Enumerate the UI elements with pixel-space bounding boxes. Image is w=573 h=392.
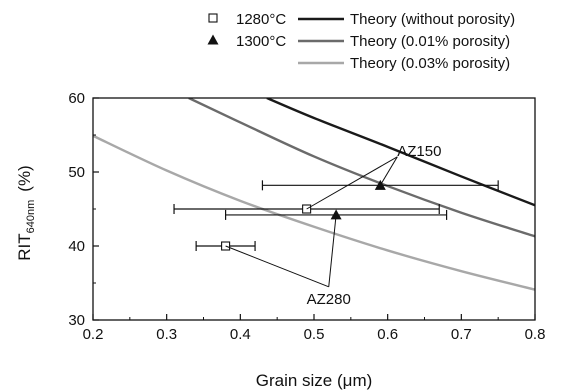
theory-curve-3 [93,134,535,291]
legend-marker [208,13,218,23]
theory-curves [93,98,535,291]
annotation-leader-line [379,156,398,186]
x-tick-label: 0.3 [156,326,177,343]
annotation-leader-line [306,156,398,210]
x-axis-label: Grain size (μm) [256,371,373,390]
legend-label: 1300°C [236,33,286,50]
data-point [330,209,342,220]
legend-label: Theory (0.01% porosity) [350,33,510,50]
annotation-leader-line [225,245,329,288]
legend-marker [207,34,219,45]
y-axis-label-subscript: 640nm [25,200,37,234]
y-tick-label: 60 [68,90,85,107]
legend-label: Theory (without porosity) [350,11,515,28]
annotation-leader-line [328,214,337,287]
y-axis-ticks: 30 40 50 60 [68,90,99,329]
x-axis-ticks: 0.2 0.3 0.4 0.5 0.6 0.7 0.8 [83,314,546,343]
y-axis-label-unit: (%) [15,165,34,191]
theory-curve-2 [188,98,535,238]
theory-curve-1 [266,98,535,207]
y-tick-label: 50 [68,164,85,181]
x-tick-label: 0.8 [525,326,546,343]
x-tick-label: 0.5 [304,326,325,343]
y-tick-label: 40 [68,238,85,255]
x-tick-label: 0.7 [451,326,472,343]
x-tick-label: 0.2 [83,326,104,343]
annotation-label: AZ280 [307,291,351,308]
legend-label: Theory (0.03% porosity) [350,55,510,72]
x-tick-label: 0.4 [230,326,251,343]
y-tick-label: 30 [68,312,85,329]
legend-label: 1280°C [236,11,286,28]
annotations: AZ150 AZ280 [225,143,441,308]
x-tick-label: 0.6 [377,326,398,343]
legend: 1280°C 1300°C Theory (without porosity) The… [207,11,515,72]
y-axis-label: RIT640nm (%) [15,165,37,260]
axes: 0.2 0.3 0.4 0.5 0.6 0.7 0.8 30 40 50 60 Grain siz… [15,90,545,390]
y-axis-label-main: RIT [15,233,34,260]
annotation-label: AZ150 [397,143,441,160]
